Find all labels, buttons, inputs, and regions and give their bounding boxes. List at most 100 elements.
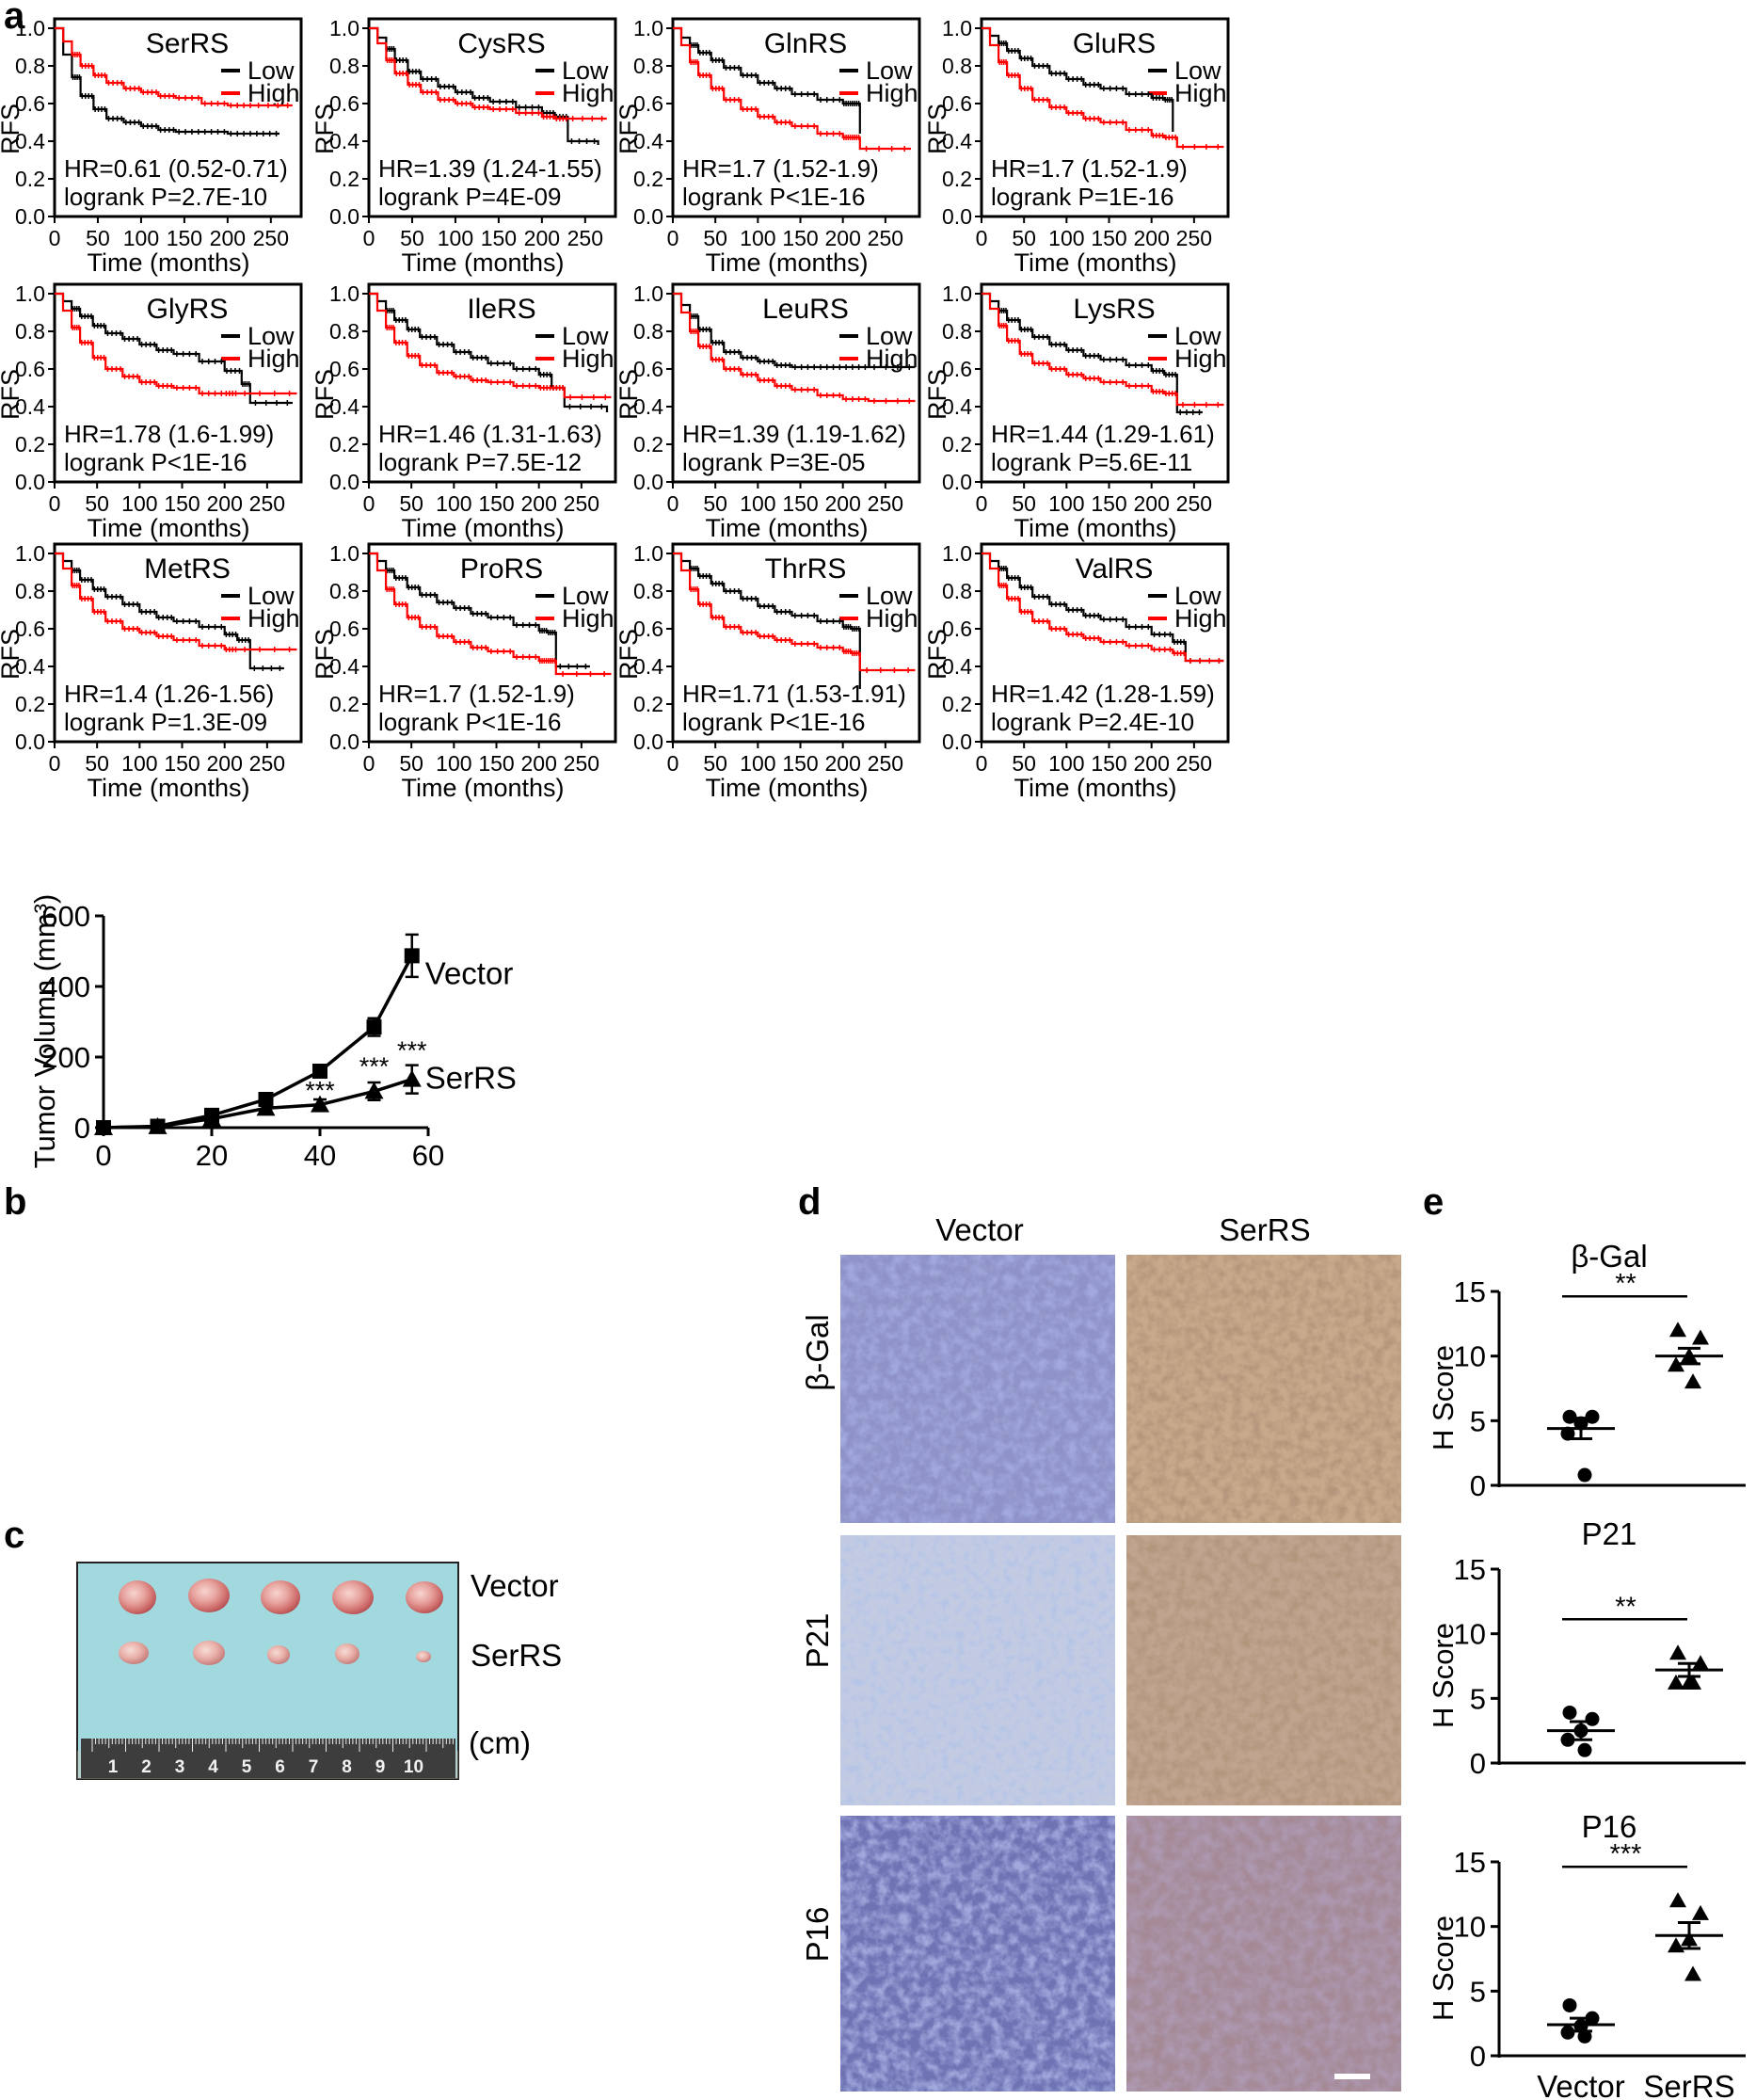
x-tick-label: 250: [868, 751, 903, 776]
y-tick-label: 0.4: [15, 394, 45, 419]
y-tick-label: 0.8: [329, 54, 359, 78]
y-tick-label: 1.0: [942, 16, 972, 40]
km-frame: [53, 17, 303, 218]
data-point-serrs: [364, 1082, 384, 1099]
ihc-serrs-p21: [1126, 1535, 1401, 1805]
km-curve-high: [982, 26, 1224, 149]
ruler-number: 1: [108, 1757, 119, 1777]
legend-label-high: High: [1174, 79, 1227, 107]
x-tick-label: 250: [1176, 226, 1212, 250]
x-axis-label: Time (months): [401, 514, 564, 542]
ihc-serrs-bgal: [1126, 1255, 1401, 1523]
y-tick-label: 0.4: [942, 129, 972, 153]
ruler-number: 9: [375, 1757, 386, 1777]
km-title: MetRS: [144, 553, 231, 585]
growth-line-vector: [103, 954, 414, 1130]
y-axis-label: RFS: [923, 369, 951, 420]
logrank-p: logrank P=2.4E-10: [991, 708, 1194, 736]
y-tick-label: 5: [1470, 1975, 1486, 2008]
y-tick-label: 0.8: [329, 579, 359, 603]
y-tick-label: 0.4: [329, 394, 359, 419]
ihc-grid: Vector SerRS β-Gal P21 P16: [800, 1212, 1401, 2092]
y-tick-label: 200: [41, 1041, 90, 1074]
data-point-serrs: [94, 1118, 113, 1135]
data-point-serrs: [202, 1109, 221, 1127]
x-tick-label: 200: [1134, 491, 1170, 516]
km-frame: [980, 282, 1230, 484]
y-tick-label: 0.2: [15, 167, 45, 191]
legend-label-low: Low: [1174, 56, 1221, 85]
x-tick-label: 200: [1134, 751, 1170, 776]
data-point-vector: [1562, 1409, 1577, 1424]
panel-label-a: a: [4, 0, 25, 37]
x-tick-label: 100: [740, 226, 775, 250]
data-point-vector: [1562, 1997, 1577, 2012]
data-point-vector: [1585, 2011, 1600, 2026]
data-point-vector: [1560, 1732, 1575, 1747]
y-tick-label: 0.0: [942, 470, 972, 494]
x-tick-label: 250: [564, 751, 599, 776]
significance-mark: ***: [397, 1036, 427, 1065]
plot-title: P16: [1582, 1809, 1637, 1844]
hazard-ratio: HR=1.4 (1.26-1.56): [64, 680, 274, 708]
ihc-row-label-bgal: β-Gal: [800, 1314, 835, 1390]
logrank-p: logrank P<1E-16: [682, 183, 865, 211]
x-tick-label: 200: [1134, 226, 1170, 250]
data-point-serrs: [1692, 1329, 1709, 1345]
ruler-number: 7: [309, 1757, 319, 1777]
y-tick-label: 0.6: [633, 617, 663, 641]
km-curve-high: [982, 552, 1224, 663]
y-tick-label: 0.2: [329, 167, 359, 191]
hscore-plot-1: 0 5 10 15 H Score P21 **: [1427, 1516, 1746, 1780]
ruler-number: 6: [275, 1757, 285, 1777]
y-tick-label: 0.0: [15, 470, 45, 494]
x-tick-label: 250: [249, 751, 285, 776]
x-tick-label: 100: [438, 226, 473, 250]
x-tick-label: 0: [976, 751, 988, 776]
y-tick-label: 10: [1454, 1340, 1486, 1373]
y-tick-label: 400: [41, 970, 90, 1003]
y-tick-label: 0.6: [942, 357, 972, 381]
km-frame: [671, 17, 921, 218]
tumor-growth-plot: 0 200 400 600 0 20 40 60 Tumor Volumn (mm³) Vecto…: [28, 894, 517, 1172]
x-tick-label: 150: [164, 751, 200, 776]
hscore-plot-0: 0 5 10 15 H Score β-Gal**: [1427, 1239, 1746, 1502]
km-title: GlyRS: [147, 294, 229, 325]
x-tick-label: 0: [49, 491, 61, 516]
x-tick-label: 50: [400, 226, 424, 250]
y-tick-label: 0.8: [15, 54, 45, 78]
y-tick-label: 0.4: [942, 394, 972, 419]
photo-label-vector: Vector: [471, 1568, 559, 1603]
y-tick-label: 15: [1454, 1275, 1486, 1308]
logrank-p: logrank P=7.5E-12: [378, 448, 582, 476]
y-tick-label: 0.8: [633, 579, 663, 603]
y-tick-label: 0.6: [633, 91, 663, 116]
logrank-p: logrank P<1E-16: [378, 708, 561, 736]
y-axis-label: H Score: [1427, 1623, 1460, 1728]
x-tick-label: 20: [196, 1139, 228, 1172]
y-tick-label: 0.2: [329, 432, 359, 457]
x-tick-label: 250: [1176, 491, 1212, 516]
km-title: IleRS: [467, 294, 535, 325]
y-tick-label: 0.8: [15, 579, 45, 603]
hazard-ratio: HR=1.7 (1.52-1.9): [991, 154, 1188, 183]
y-tick-label: 0.0: [329, 729, 359, 754]
x-tick-label: 150: [478, 491, 514, 516]
km-frame: [53, 542, 303, 744]
y-tick-label: 15: [1454, 1553, 1486, 1586]
tumor-serrs-2: [193, 1641, 225, 1665]
x-tick-label: 100: [121, 751, 157, 776]
y-tick-label: 0.0: [15, 204, 45, 229]
logrank-p: logrank P<1E-16: [64, 448, 247, 476]
x-axis-label: Time (months): [1014, 514, 1176, 542]
significance-mark: ***: [305, 1076, 335, 1104]
data-point-serrs: [402, 1069, 422, 1087]
tumor-photo: 1 2 3 4 5 6 7 8 9 10 Vector SerRS (cm): [76, 1562, 562, 1780]
